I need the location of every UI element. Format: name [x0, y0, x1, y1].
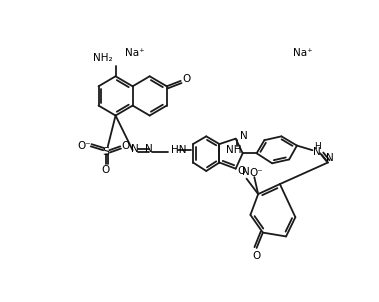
Text: HN: HN — [171, 145, 187, 155]
Text: O: O — [101, 165, 110, 175]
Text: N: N — [242, 167, 250, 177]
Text: N: N — [131, 144, 139, 154]
Text: Na⁺: Na⁺ — [293, 48, 313, 58]
Text: O: O — [183, 74, 191, 84]
Text: N: N — [313, 147, 321, 157]
Text: S: S — [102, 147, 109, 157]
Text: H: H — [314, 142, 321, 151]
Text: N: N — [145, 144, 153, 154]
Text: N: N — [240, 130, 248, 140]
Text: NH₂: NH₂ — [93, 53, 113, 63]
Text: O: O — [237, 166, 245, 176]
Text: Na⁺: Na⁺ — [125, 48, 144, 58]
Text: N: N — [326, 153, 334, 163]
Text: O: O — [122, 141, 130, 151]
Text: O⁻: O⁻ — [250, 168, 263, 178]
Text: O: O — [252, 251, 261, 261]
Text: O⁻: O⁻ — [78, 141, 91, 151]
Text: NH: NH — [226, 145, 242, 155]
